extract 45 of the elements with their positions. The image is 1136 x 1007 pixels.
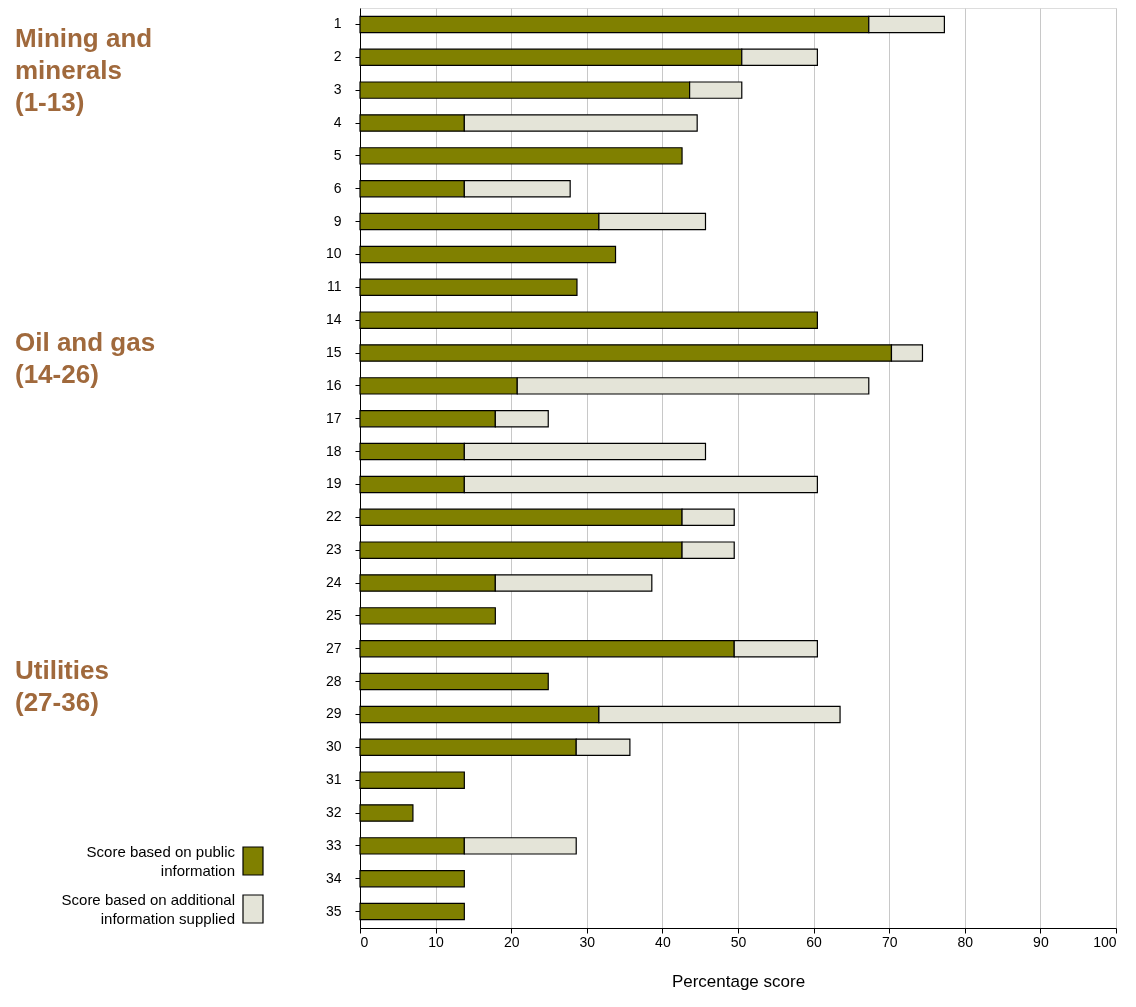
y-tick-label: 10 bbox=[325, 245, 342, 262]
text: Oil and gas (14-26) bbox=[15, 327, 156, 389]
x-tick-label: 50 bbox=[730, 933, 747, 950]
y-tick-label: 28 bbox=[325, 672, 342, 689]
y-tick-label: 1 bbox=[333, 15, 342, 32]
y-tick-label: 27 bbox=[325, 639, 342, 656]
y-tick-label: 35 bbox=[325, 902, 342, 919]
text: Mining and minerals (1-13) bbox=[15, 23, 153, 117]
legend-label: Score based on public information bbox=[86, 843, 236, 879]
y-tick-label: 25 bbox=[325, 606, 342, 623]
y-tick-label: 24 bbox=[325, 574, 342, 590]
y-tick-label: 18 bbox=[325, 442, 342, 459]
y-tick-label: 33 bbox=[325, 836, 342, 853]
x-tick-label: 30 bbox=[579, 933, 596, 950]
y-tick-label: 19 bbox=[325, 475, 342, 492]
x-tick-label: 0 bbox=[360, 933, 369, 950]
y-tick-label: 34 bbox=[325, 869, 342, 886]
x-axis-title: Percentage score bbox=[671, 971, 806, 991]
y-tick-label: 22 bbox=[325, 508, 342, 525]
y-tick-label: 31 bbox=[325, 771, 342, 788]
x-tick-label: 10 bbox=[428, 933, 445, 950]
legend-label: Score based on additional information supplied bbox=[61, 891, 235, 927]
x-tick-label: 70 bbox=[881, 933, 898, 950]
y-tick-label: 5 bbox=[333, 146, 342, 163]
x-tick-label: 90 bbox=[1033, 933, 1049, 950]
y-tick-label: 3 bbox=[333, 81, 342, 98]
y-tick-label: 6 bbox=[333, 179, 342, 196]
text: Utilities (27-36) bbox=[15, 655, 109, 717]
x-tick-label: 20 bbox=[503, 933, 520, 950]
y-tick-label: 14 bbox=[325, 311, 342, 328]
y-tick-label: 16 bbox=[325, 376, 342, 393]
y-tick-label: 4 bbox=[333, 114, 342, 130]
y-tick-label: 23 bbox=[325, 541, 342, 558]
x-tick-label: 60 bbox=[806, 933, 823, 950]
y-tick-label: 9 bbox=[333, 212, 342, 229]
y-tick-label: 30 bbox=[325, 738, 342, 755]
y-tick-label: 17 bbox=[325, 409, 342, 426]
y-tick-label: 15 bbox=[325, 344, 342, 360]
y-tick-label: 32 bbox=[325, 804, 342, 820]
x-tick-label: 100 bbox=[1093, 933, 1117, 950]
x-tick-label: 80 bbox=[957, 933, 974, 950]
y-tick-label: 2 bbox=[333, 48, 342, 65]
x-tick-label: 40 bbox=[655, 933, 671, 950]
y-tick-label: 11 bbox=[326, 278, 342, 295]
y-tick-label: 29 bbox=[325, 705, 342, 722]
